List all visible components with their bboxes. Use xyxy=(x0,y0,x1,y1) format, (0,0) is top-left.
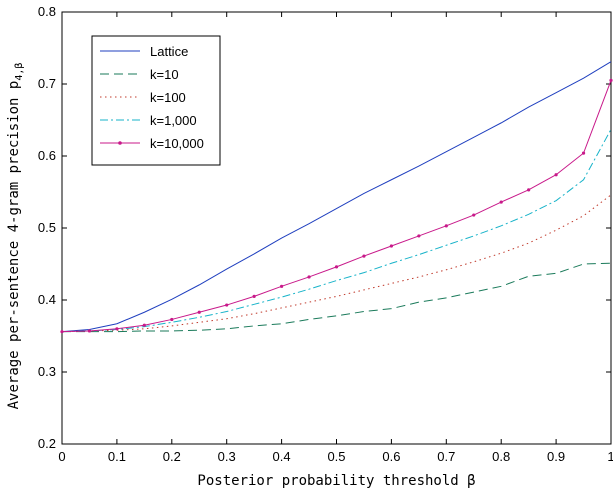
series-k-1-000 xyxy=(61,129,612,333)
series-k-10-000 xyxy=(60,78,613,334)
legend-label: k=10 xyxy=(150,67,179,82)
data-point xyxy=(60,330,64,334)
x-axis-title: Posterior probability threshold β xyxy=(197,473,475,489)
data-point xyxy=(389,244,393,248)
legend-marker xyxy=(118,141,122,145)
data-point xyxy=(252,294,256,298)
legend: Lattice k=10 k=100 k=1,000 k=10,000 xyxy=(91,35,221,166)
legend-item: k=10,000 xyxy=(100,136,204,151)
series-lattice xyxy=(61,61,612,333)
x-tick-label: 0.5 xyxy=(327,449,345,464)
x-tick-label: 0.2 xyxy=(163,449,181,464)
legend-item: Lattice xyxy=(100,44,188,59)
y-tick-label: 0.8 xyxy=(38,4,56,19)
y-tick-label: 0.3 xyxy=(38,364,56,379)
legend-item: k=100 xyxy=(100,90,186,105)
data-point xyxy=(87,329,92,333)
y-tick-label: 0.6 xyxy=(38,148,56,163)
y-tick-label: 0.7 xyxy=(38,76,56,91)
y-tick-label: 0.5 xyxy=(38,220,56,235)
data-point xyxy=(472,213,476,217)
legend-label: k=10,000 xyxy=(150,136,204,151)
data-point xyxy=(225,303,229,307)
data-point xyxy=(170,317,174,322)
data-point xyxy=(499,200,503,204)
x-tick-label: 0.1 xyxy=(108,449,126,464)
y-tick-label: 0.2 xyxy=(38,436,56,451)
data-point xyxy=(115,327,119,331)
data-point xyxy=(362,254,366,258)
y-axis-title: Average per-sentence 4-gram precision p4… xyxy=(6,63,25,410)
x-tick-label: 0.8 xyxy=(492,449,510,464)
data-point xyxy=(554,173,558,177)
data-point xyxy=(280,284,284,288)
legend-item: k=1,000 xyxy=(100,113,197,128)
series-group xyxy=(60,61,613,334)
data-point xyxy=(444,224,448,228)
data-point xyxy=(142,323,146,327)
legend-label: Lattice xyxy=(150,44,188,59)
y-axis-title-main: Average per-sentence 4-gram precision p xyxy=(6,81,22,410)
legend-label: k=100 xyxy=(150,90,186,105)
legend-label: k=1,000 xyxy=(150,113,197,128)
x-tick-label: 0.9 xyxy=(547,449,565,464)
y-axis-title-subscript: 4,β xyxy=(14,63,25,81)
data-point xyxy=(307,275,311,279)
axis-ticks: 0 0.1 0.2 0.3 0.4 0.5 0.6 0.7 0.8 0.9 1 0.2 0.3 0.4 0.… xyxy=(38,4,613,464)
x-tick-label: 0.3 xyxy=(218,449,236,464)
x-tick-label: 0.6 xyxy=(382,449,400,464)
data-point xyxy=(334,265,339,269)
y-tick-label: 0.4 xyxy=(38,292,56,307)
data-point xyxy=(581,151,586,155)
series-line xyxy=(61,129,612,333)
data-point xyxy=(527,188,531,192)
svg-text:Average per-sentence 4-gram pr: Average per-sentence 4-gram precision p4… xyxy=(6,63,25,410)
series-k-10 xyxy=(62,262,612,333)
x-tick-label: 0.7 xyxy=(437,449,455,464)
series-line xyxy=(62,262,612,333)
x-tick-label: 0.4 xyxy=(273,449,291,464)
data-point xyxy=(197,310,201,314)
data-point xyxy=(417,234,421,238)
x-tick-label: 1 xyxy=(607,449,613,464)
series-line xyxy=(61,61,612,333)
legend-item: k=10 xyxy=(100,67,179,82)
data-point xyxy=(609,78,613,82)
x-tick-label: 0 xyxy=(58,449,65,464)
